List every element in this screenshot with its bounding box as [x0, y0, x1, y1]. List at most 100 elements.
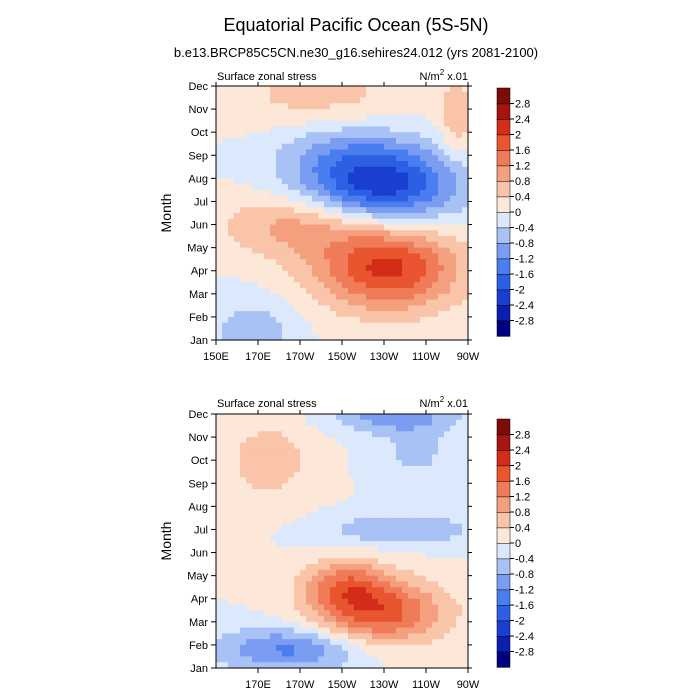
field-cell: [324, 299, 331, 306]
field-cell: [300, 448, 307, 456]
field-cell: [258, 189, 265, 197]
field-cell: [264, 97, 271, 104]
field-cell: [354, 293, 361, 301]
field-cell: [414, 523, 421, 531]
field-cell: [396, 552, 403, 559]
field-cell: [324, 425, 331, 432]
field-cell: [234, 512, 241, 519]
field-cell: [330, 494, 337, 502]
field-cell: [450, 575, 457, 583]
field-cell: [270, 650, 277, 658]
field-cell: [294, 189, 301, 197]
field-cell: [450, 207, 457, 214]
field-cell: [240, 598, 247, 606]
field-cell: [222, 477, 229, 484]
field-cell: [384, 264, 391, 272]
field-cell: [456, 465, 463, 473]
field-cell: [348, 425, 355, 432]
field-cell: [426, 316, 433, 324]
field-cell: [264, 184, 271, 191]
field-cell: [264, 552, 271, 559]
field-cell: [420, 293, 427, 301]
field-cell: [270, 529, 277, 536]
field-cell: [252, 91, 259, 99]
field-cell: [390, 218, 397, 226]
field-cell: [336, 166, 343, 174]
field-cell: [420, 592, 427, 600]
field-cell: [258, 218, 265, 226]
field-cell: [354, 425, 361, 432]
field-cell: [456, 109, 463, 116]
field-cell: [426, 494, 433, 502]
field-cell: [252, 288, 259, 295]
field-cell: [396, 334, 403, 341]
field-cell: [252, 489, 259, 496]
field-cell: [420, 184, 427, 191]
field-cell: [366, 299, 373, 306]
field-cell: [414, 328, 421, 335]
field-cell: [438, 270, 445, 278]
field-cell: [444, 512, 451, 519]
field-cell: [360, 97, 367, 104]
field-cell: [456, 103, 463, 110]
field-cell: [438, 656, 445, 663]
field-cell: [420, 218, 427, 226]
field-cell: [456, 195, 463, 203]
field-cell: [228, 541, 235, 548]
field-cell: [330, 137, 337, 145]
field-cell: [324, 644, 331, 652]
field-cell: [324, 546, 331, 554]
field-cell: [414, 126, 421, 133]
field-cell: [450, 305, 457, 312]
field-cell: [234, 282, 241, 289]
field-cell: [222, 662, 229, 669]
field-cell: [216, 419, 223, 427]
field-cell: [228, 494, 235, 502]
field-cell: [258, 592, 265, 600]
field-cell: [420, 213, 427, 220]
y-tick-label: Aug: [188, 173, 208, 185]
field-cell: [384, 322, 391, 330]
field-cell: [384, 558, 391, 565]
field-cell: [360, 506, 367, 513]
field-cell: [234, 328, 241, 335]
field-cell: [234, 195, 241, 203]
field-cell: [294, 471, 301, 479]
field-cell: [438, 299, 445, 306]
field-cell: [378, 604, 385, 611]
field-cell: [390, 270, 397, 278]
field-cell: [384, 633, 391, 640]
field-cell: [354, 201, 361, 208]
field-cell: [444, 460, 451, 467]
field-cell: [336, 224, 343, 231]
field-cell: [258, 236, 265, 243]
field-cell: [258, 293, 265, 301]
field-cell: [306, 656, 313, 663]
field-cell: [366, 627, 373, 634]
field-cell: [438, 86, 445, 93]
field-cell: [342, 454, 349, 461]
field-cell: [234, 598, 241, 606]
field-cell: [456, 564, 463, 571]
field-cell: [264, 431, 271, 438]
field-cell: [258, 419, 265, 427]
field-cell: [456, 552, 463, 559]
field-cell: [240, 305, 247, 312]
field-cell: [294, 270, 301, 278]
field-cell: [456, 316, 463, 324]
field-cell: [246, 587, 253, 594]
field-cell: [294, 241, 301, 249]
field-cell: [444, 627, 451, 634]
field-cell: [264, 419, 271, 427]
colorbar-swatch: [496, 449, 511, 467]
field-cell: [396, 442, 403, 450]
field-cell: [342, 662, 349, 669]
field-cell: [426, 334, 433, 341]
field-cell: [408, 425, 415, 432]
field-cell: [354, 512, 361, 519]
field-cell: [420, 230, 427, 237]
field-cell: [390, 328, 397, 335]
field-cell: [456, 184, 463, 191]
field-cell: [246, 564, 253, 571]
field-cell: [462, 448, 469, 456]
